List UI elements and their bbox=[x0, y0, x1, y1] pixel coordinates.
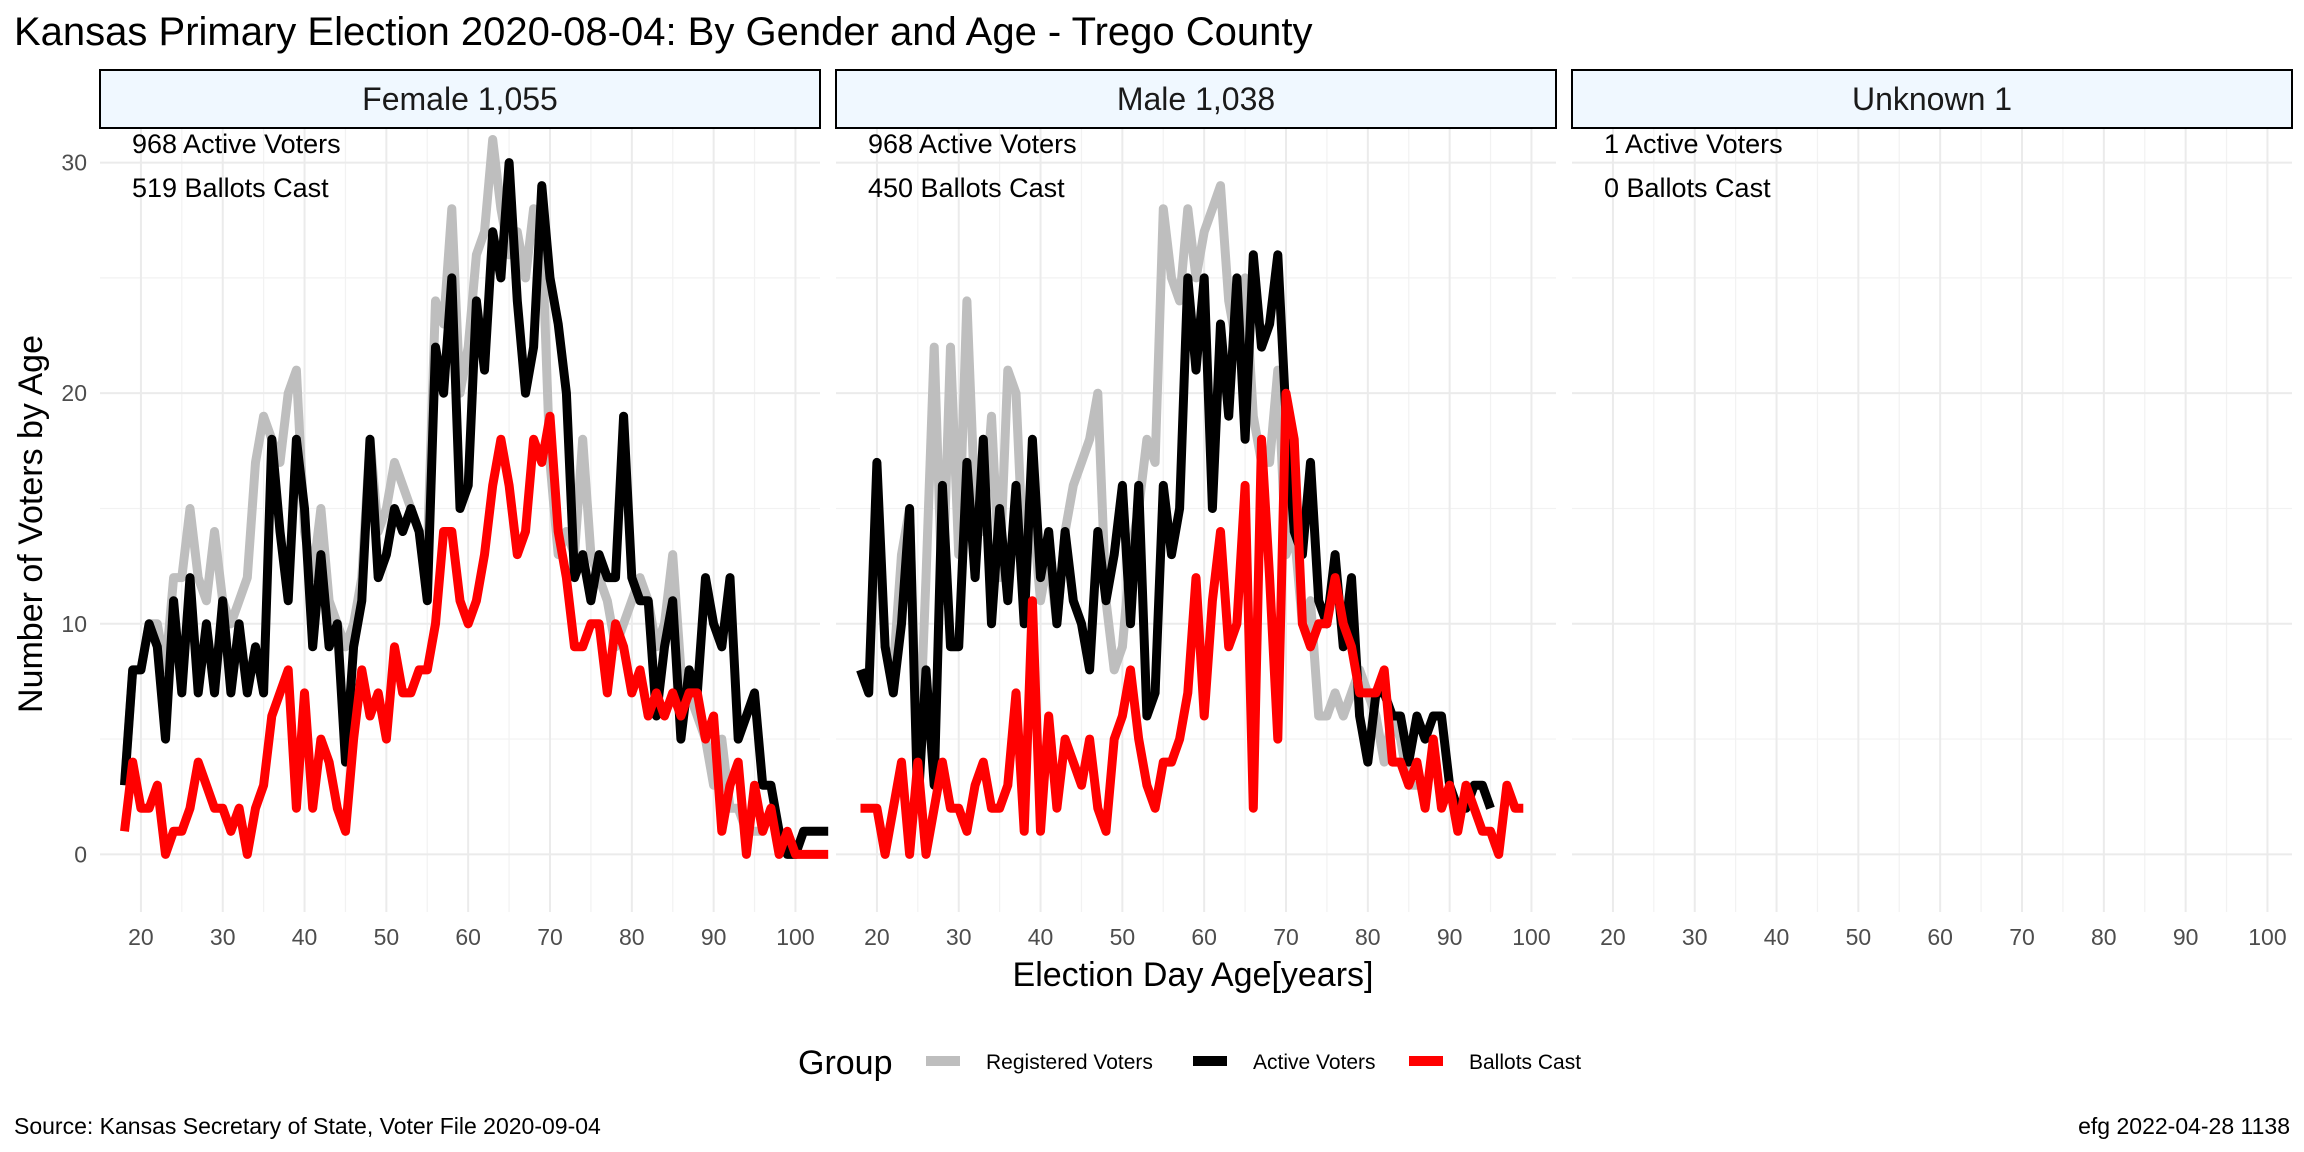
facet-strip-label: Female 1,055 bbox=[362, 81, 558, 117]
y-tick-label: 0 bbox=[74, 841, 87, 867]
series-line bbox=[856, 181, 1426, 790]
y-axis-title: Number of Voters by Age bbox=[12, 335, 50, 713]
x-tick-label: 90 bbox=[701, 924, 727, 950]
x-tick-label: 90 bbox=[2173, 924, 2199, 950]
x-tick-label: 60 bbox=[455, 924, 481, 950]
y-tick-label: 30 bbox=[61, 150, 87, 176]
x-tick-label: 70 bbox=[2009, 924, 2035, 950]
panel-annotation: 1 Active Voters bbox=[1604, 129, 1783, 159]
series-line bbox=[120, 158, 829, 859]
panel-annotation: 968 Active Voters bbox=[868, 129, 1077, 159]
legend-label: Ballots Cast bbox=[1469, 1051, 1581, 1074]
panel-annotation: 450 Ballots Cast bbox=[868, 173, 1065, 203]
legend-label: Active Voters bbox=[1253, 1051, 1376, 1074]
facet-panel: Male 1,038 968 Active Voters 450 Ballots C… bbox=[835, 69, 1557, 950]
x-tick-label: 80 bbox=[1355, 924, 1381, 950]
x-tick-label: 50 bbox=[1110, 924, 1136, 950]
facet-panels: Female 1,055 968 Active Voters 519 Ballots… bbox=[61, 69, 2293, 950]
chart-title: Kansas Primary Election 2020-08-04: By G… bbox=[14, 10, 1313, 54]
legend: Group Registered Voters Active Voters Ballo… bbox=[798, 1044, 1581, 1082]
x-tick-label: 40 bbox=[1028, 924, 1054, 950]
x-axis-title: Election Day Age[years] bbox=[1013, 956, 1374, 994]
panel-annotation: 0 Ballots Cast bbox=[1604, 173, 1771, 203]
panel-annotation: 519 Ballots Cast bbox=[132, 173, 329, 203]
x-tick-label: 40 bbox=[292, 924, 318, 950]
facet-strip bbox=[99, 69, 821, 129]
x-tick-label: 30 bbox=[1682, 924, 1708, 950]
x-tick-label: 100 bbox=[2248, 924, 2286, 950]
panel-annotation: 968 Active Voters bbox=[132, 129, 341, 159]
x-tick-label: 100 bbox=[776, 924, 814, 950]
facet-panel: Unknown 1 1 Active Voters 0 Ballots Cast 20… bbox=[1571, 69, 2293, 950]
x-tick-label: 60 bbox=[1927, 924, 1953, 950]
legend-label: Registered Voters bbox=[986, 1051, 1153, 1074]
caption-source: Source: Kansas Secretary of State, Voter… bbox=[14, 1113, 601, 1139]
x-tick-label: 70 bbox=[537, 924, 563, 950]
x-tick-label: 40 bbox=[1764, 924, 1790, 950]
x-tick-label: 90 bbox=[1437, 924, 1463, 950]
x-tick-label: 30 bbox=[210, 924, 236, 950]
facet-strip-label: Unknown 1 bbox=[1852, 81, 2012, 117]
series-line bbox=[120, 135, 763, 836]
x-tick-label: 70 bbox=[1273, 924, 1299, 950]
x-tick-label: 20 bbox=[128, 924, 154, 950]
x-tick-label: 50 bbox=[1846, 924, 1872, 950]
facet-strip-label: Male 1,038 bbox=[1117, 81, 1275, 117]
x-tick-label: 60 bbox=[1191, 924, 1217, 950]
series-line bbox=[120, 411, 829, 859]
y-tick-label: 20 bbox=[61, 380, 87, 406]
facet-strip bbox=[835, 69, 1557, 129]
facet-panel: Female 1,055 968 Active Voters 519 Ballots… bbox=[99, 69, 829, 950]
facet-strip bbox=[1571, 69, 2293, 129]
caption-credit: efg 2022-04-28 1138 bbox=[2078, 1113, 2290, 1139]
x-tick-label: 80 bbox=[2091, 924, 2117, 950]
series-line bbox=[860, 388, 1524, 859]
y-tick-label: 10 bbox=[61, 611, 87, 637]
x-tick-label: 100 bbox=[1512, 924, 1550, 950]
legend-title: Group bbox=[798, 1044, 893, 1082]
x-tick-label: 20 bbox=[1600, 924, 1626, 950]
x-tick-label: 30 bbox=[946, 924, 972, 950]
x-tick-label: 80 bbox=[619, 924, 645, 950]
x-tick-label: 20 bbox=[864, 924, 890, 950]
x-tick-label: 50 bbox=[374, 924, 400, 950]
